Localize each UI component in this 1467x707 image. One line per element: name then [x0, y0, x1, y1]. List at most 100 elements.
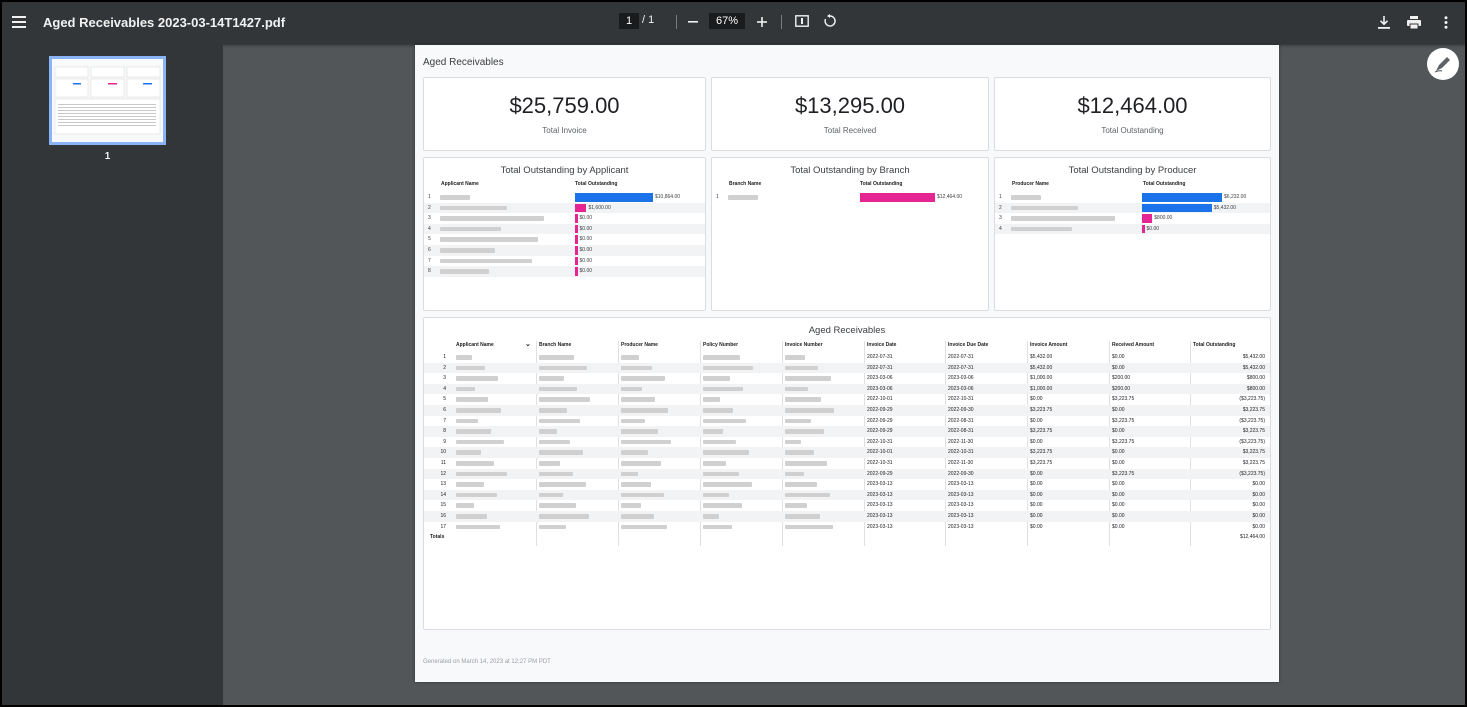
redacted-cell — [703, 514, 719, 519]
bar — [575, 246, 578, 255]
annotate-icon[interactable] — [1427, 48, 1459, 80]
redacted-cell — [785, 450, 814, 455]
fit-page-icon[interactable] — [794, 13, 810, 29]
redacted-cell — [539, 408, 567, 413]
more-vert-icon[interactable] — [1438, 14, 1454, 30]
redacted-cell — [621, 503, 641, 508]
page-thumbnail[interactable] — [49, 56, 166, 145]
redacted-cell — [785, 461, 827, 466]
received-amount: $0.00 — [1112, 449, 1125, 456]
chart-outstanding-by-branch: Total Outstanding by Branch Branch Name … — [711, 157, 989, 311]
table-row: 16 2023-03-13 2023-03-13 $0.00 $0.00 $0.00 — [424, 511, 1270, 522]
row-number: 16 — [440, 513, 446, 519]
page-number-input[interactable]: 1 — [619, 13, 639, 29]
redacted-cell — [703, 439, 736, 445]
redacted-cell — [539, 429, 557, 434]
row-number: 1 — [999, 194, 1002, 200]
zoom-level-input[interactable]: 67% — [709, 13, 745, 29]
invoice-date: 2022-10-01 — [867, 449, 893, 456]
table-row: 2 $5,432.00 — [995, 202, 1270, 214]
invoice-due-date: 2023-03-13 — [948, 502, 974, 509]
redacted-cell — [785, 524, 833, 530]
thumbnail-sidebar: 1 — [2, 44, 223, 705]
redacted-cell — [621, 397, 655, 402]
redacted-cell — [785, 492, 830, 498]
total-outstanding: $3,223.75 — [1242, 449, 1265, 456]
zoom-in-icon[interactable] — [754, 14, 770, 30]
invoice-date: 2022-09-29 — [867, 428, 893, 435]
row-number: 8 — [443, 428, 446, 435]
row-number: 1 — [716, 194, 719, 200]
redacted-cell — [621, 429, 658, 434]
invoice-date: 2022-07-31 — [867, 364, 893, 371]
row-number: 5 — [428, 236, 431, 243]
zoom-out-icon[interactable] — [685, 14, 701, 30]
redacted-cell — [785, 397, 821, 402]
redacted-cell — [456, 397, 488, 402]
table-row: 17 2023-03-13 2023-03-13 $0.00 $0.00 $0.00 — [424, 522, 1270, 533]
redacted-cell — [785, 514, 820, 519]
column-header: Invoice Amount — [1030, 342, 1068, 348]
invoice-due-date: 2022-08-31 — [948, 428, 974, 435]
redacted-cell — [456, 365, 485, 371]
redacted-cell — [785, 365, 818, 371]
redacted-cell — [621, 408, 668, 413]
redacted-cell — [539, 439, 570, 445]
redacted-cell — [456, 471, 507, 477]
invoice-date: 2022-09-29 — [867, 470, 893, 477]
redacted-cell — [621, 482, 651, 487]
invoice-amount: $3,223.75 — [1030, 460, 1053, 466]
invoice-due-date: 2023-03-06 — [948, 385, 974, 392]
redacted-cell — [539, 482, 586, 487]
invoice-date: 2023-03-13 — [867, 523, 893, 530]
invoice-amount: $1,000.00 — [1030, 385, 1053, 392]
bar-value-label: $0.00 — [579, 225, 593, 232]
redacted-cell — [456, 450, 481, 455]
bar — [575, 235, 578, 244]
table-row: 3 2023-03-06 2023-03-06 $1,000.00 $200.00 $80… — [424, 373, 1270, 384]
redacted-cell — [456, 376, 498, 381]
column-header: Producer Name — [1012, 181, 1049, 187]
redacted-cell — [785, 408, 834, 413]
redacted-cell — [785, 429, 824, 434]
invoice-date: 2022-09-29 — [867, 417, 893, 424]
bar — [860, 193, 935, 202]
print-icon[interactable] — [1406, 14, 1422, 30]
table-row: 14 2023-03-13 2023-03-13 $0.00 $0.00 $0.00 — [424, 489, 1270, 501]
rotate-icon[interactable] — [822, 13, 838, 29]
chart-title: Total Outstanding by Branch — [790, 165, 910, 176]
invoice-date: 2023-03-13 — [867, 481, 893, 488]
received-amount: $0.00 — [1112, 502, 1125, 509]
received-amount: $200.00 — [1112, 385, 1131, 392]
total-outstanding: $0.00 — [1252, 502, 1265, 509]
redacted-cell — [539, 461, 560, 466]
bar-value-label: $12,464.00 — [937, 194, 963, 200]
download-icon[interactable] — [1376, 14, 1392, 30]
redacted-cell — [703, 429, 723, 434]
invoice-amount: $0.00 — [1030, 470, 1043, 477]
bar — [575, 267, 578, 276]
invoice-amount: $0.00 — [1030, 513, 1043, 519]
table-row: 10 2022-10-01 2022-10-31 $3,223.75 $0.00 $3,2… — [424, 447, 1270, 458]
redacted-cell — [539, 376, 564, 381]
row-number: 11 — [440, 460, 446, 466]
toolbar-divider — [676, 15, 677, 29]
bar-value-label: $0.00 — [579, 247, 593, 253]
invoice-date: 2022-09-29 — [867, 407, 893, 413]
sort-chevron-icon[interactable]: ⌄ — [525, 341, 531, 348]
received-amount: $0.00 — [1112, 460, 1125, 466]
redacted-name — [440, 237, 538, 242]
redacted-name — [440, 205, 507, 211]
column-header: Policy Number — [703, 342, 739, 348]
redacted-cell — [703, 450, 749, 455]
row-number: 10 — [440, 449, 446, 456]
kpi-card-total-invoice: $25,759.00 Total Invoice — [423, 77, 706, 151]
table-row: 1 $6,232.00 — [995, 192, 1270, 203]
column-header[interactable]: Applicant Name — [456, 342, 494, 348]
menu-icon[interactable] — [11, 14, 27, 30]
invoice-due-date: 2023-03-13 — [948, 481, 974, 488]
column-header: Branch Name — [729, 181, 762, 187]
invoice-due-date: 2023-03-13 — [948, 513, 974, 519]
column-divider — [1190, 341, 1191, 546]
totals-row: Totals $12,464.00 — [424, 532, 1270, 543]
